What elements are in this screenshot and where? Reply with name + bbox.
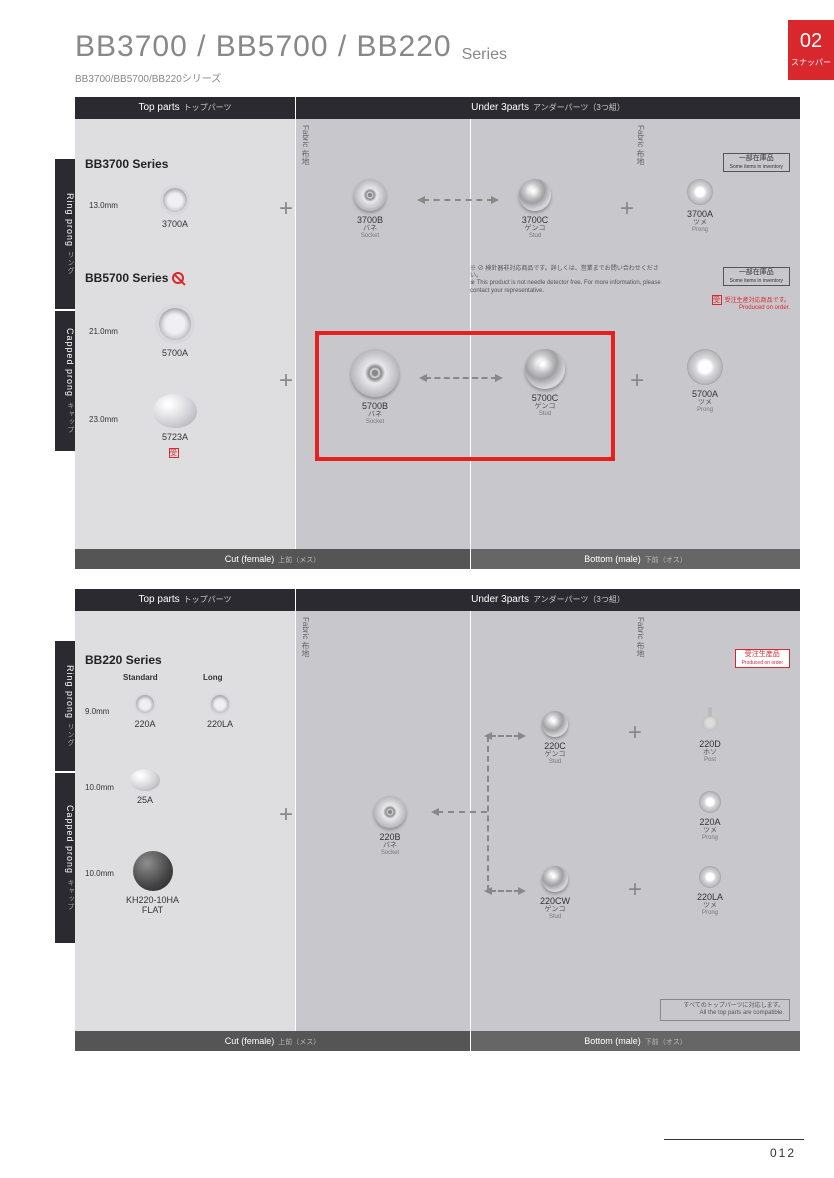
page-content: BB3700 / BB5700 / BB220 Series BB3700/BB… bbox=[75, 30, 800, 1071]
size-3700A: 13.0mm bbox=[89, 201, 118, 210]
column-header-bar: Top partsトップパーツ Under 3partsアンダーパーツ（3つ組） bbox=[75, 589, 800, 611]
side-tab-capped: Capped prongキャップ bbox=[55, 311, 75, 451]
part-KH220: KH220-10HAFLAT bbox=[105, 851, 200, 915]
series-bb220-label: BB220 Series bbox=[85, 651, 162, 669]
fabric-label: Fabric 布地 bbox=[300, 617, 311, 657]
part-220A-top: 220A bbox=[105, 693, 185, 729]
footer-cut: Cut (female)上前（メス） bbox=[75, 549, 470, 569]
badge-stock: 一部在庫品Some items in inventory bbox=[723, 267, 790, 286]
block-bb220: Top partsトップパーツ Under 3partsアンダーパーツ（3つ組）… bbox=[75, 589, 800, 1051]
plus-icon: + bbox=[628, 876, 642, 904]
part-3700A-prong: 3700AツメProng bbox=[660, 179, 740, 233]
part-220A-prong: 220AツメProng bbox=[670, 791, 750, 841]
arrow-icon bbox=[437, 811, 487, 813]
footer-bottom: Bottom (male)下前（オス） bbox=[470, 549, 800, 569]
size-5723A: 23.0mm bbox=[89, 415, 118, 424]
part-220D: 220DホソPost bbox=[670, 711, 750, 763]
header-top-parts: Top partsトップパーツ bbox=[75, 589, 295, 611]
series-bb5700-label: BB5700 Series bbox=[85, 269, 184, 287]
part-220LA-prong: 220LAツメProng bbox=[670, 866, 750, 916]
header-top-parts: Top partsトップパーツ bbox=[75, 97, 295, 119]
part-3700C: 3700CゲンコStud bbox=[495, 179, 575, 239]
part-25A: 25A bbox=[105, 769, 185, 805]
footer-bar: Cut (female)上前（メス） Bottom (male)下前（オス） bbox=[75, 549, 800, 569]
page-title-row: BB3700 / BB5700 / BB220 Series bbox=[75, 30, 800, 64]
page-number-rule bbox=[664, 1139, 804, 1140]
plus-icon: + bbox=[630, 367, 644, 395]
header-under-parts: Under 3partsアンダーパーツ（3つ組） bbox=[295, 97, 800, 119]
fabric-label: Fabric 布地 bbox=[300, 125, 311, 165]
part-5700A-prong: 5700AツメProng bbox=[665, 349, 745, 413]
side-tab-capped: Capped prongキャップ bbox=[55, 773, 75, 943]
part-220CW: 220CWゲンコStud bbox=[515, 866, 595, 920]
divider bbox=[295, 611, 296, 1031]
order-mark-icon: 受 bbox=[169, 448, 179, 458]
badge-stock: 一部在庫品Some items in inventory bbox=[723, 153, 790, 172]
divider bbox=[295, 119, 296, 549]
page-title: BB3700 / BB5700 / BB220 bbox=[75, 30, 452, 64]
column-header-bar: Top partsトップパーツ Under 3partsアンダーパーツ（3つ組） bbox=[75, 97, 800, 119]
no-detector-icon bbox=[172, 272, 184, 284]
note-compat: すべてのトップパーツに対応します。All the top parts are c… bbox=[660, 999, 790, 1021]
size-5700A: 21.0mm bbox=[89, 327, 118, 336]
body-area-1: Fabric 布地 Fabric 布地 Ring prongリング Capped… bbox=[75, 119, 800, 549]
footer-bar: Cut (female)上前（メス） Bottom (male)下前（オス） bbox=[75, 1031, 800, 1051]
arrow-line bbox=[487, 736, 489, 891]
part-220LA-top: 220LA bbox=[180, 693, 260, 729]
plus-icon: + bbox=[279, 367, 293, 395]
badge-order: 受注生産品Produced on order bbox=[735, 649, 790, 668]
fabric-label: Fabric 布地 bbox=[635, 125, 646, 165]
block-bb3700-bb5700: Top partsトップパーツ Under 3partsアンダーパーツ（3つ組）… bbox=[75, 97, 800, 569]
part-3700B: 3700BバネSocket bbox=[330, 179, 410, 239]
page-number: 012 bbox=[770, 1146, 796, 1160]
left-column bbox=[75, 611, 295, 1031]
note-order: 受受注生産対応商品です。Produced on order. bbox=[712, 295, 790, 312]
part-220B: 220BバネSocket bbox=[350, 796, 430, 856]
plus-icon: + bbox=[279, 801, 293, 829]
header-under-parts: Under 3partsアンダーパーツ（3つ組） bbox=[295, 589, 800, 611]
part-5700A-top: 5700A bbox=[135, 304, 215, 358]
body-area-2: Fabric 布地 Fabric 布地 Ring prongリング Capped… bbox=[75, 611, 800, 1031]
col-standard: Standard bbox=[123, 673, 158, 682]
fabric-label: Fabric 布地 bbox=[635, 617, 646, 657]
part-220C: 220CゲンコStud bbox=[515, 711, 595, 765]
footer-bottom: Bottom (male)下前（オス） bbox=[470, 1031, 800, 1051]
col-long: Long bbox=[203, 673, 223, 682]
side-tab-ring: Ring prongリング bbox=[55, 159, 75, 309]
plus-icon: + bbox=[279, 195, 293, 223]
arrow-icon bbox=[425, 377, 497, 379]
arrow-icon bbox=[423, 199, 493, 201]
part-5700C: 5700CゲンコStud bbox=[505, 349, 585, 417]
series-bb3700-label: BB3700 Series bbox=[85, 155, 168, 173]
page-subtitle: BB3700/BB5700/BB220シリーズ bbox=[75, 70, 800, 85]
footer-cut: Cut (female)上前（メス） bbox=[75, 1031, 470, 1051]
part-3700A-top: 3700A bbox=[135, 185, 215, 229]
part-5700B: 5700BバネSocket bbox=[335, 349, 415, 425]
side-tab-ring: Ring prongリング bbox=[55, 641, 75, 771]
part-5723A: 5723A受 bbox=[130, 394, 220, 460]
note-detector: ※ ⊘ 検針器非対応商品です。詳しくは、営業までお問い合わせください。※ Thi… bbox=[470, 266, 670, 295]
page-title-suffix: Series bbox=[462, 46, 507, 64]
plus-icon: + bbox=[620, 195, 634, 223]
divider bbox=[470, 611, 471, 1031]
plus-icon: + bbox=[628, 719, 642, 747]
